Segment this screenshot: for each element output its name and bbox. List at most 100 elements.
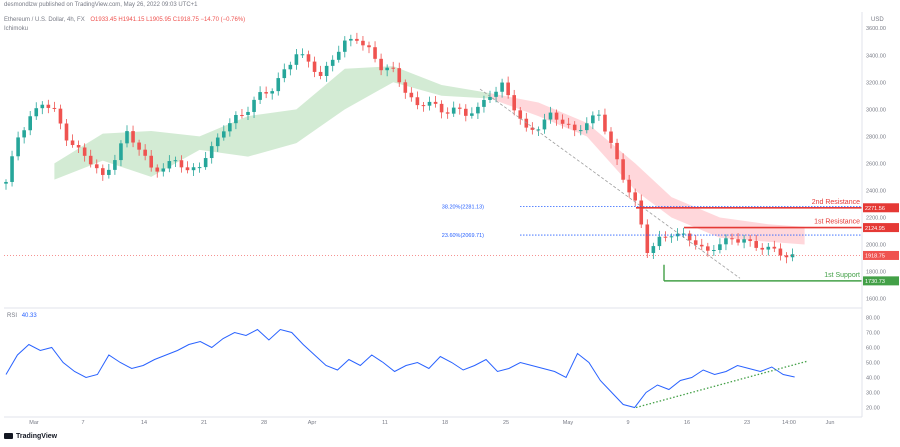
candle-body <box>457 107 462 109</box>
x-tick-label: 14 <box>141 420 147 426</box>
candle-body <box>724 238 728 245</box>
resistance-label: 2nd Resistance <box>812 199 860 206</box>
candle-body <box>88 155 93 165</box>
candle-body <box>125 131 129 144</box>
rsi-trend-line <box>635 360 809 409</box>
candle-body <box>209 146 214 159</box>
candle-body <box>542 119 547 130</box>
x-tick-label: 11 <box>382 420 388 426</box>
candle-body <box>421 105 426 107</box>
candle-body <box>349 38 353 41</box>
candle-body <box>663 236 668 238</box>
candle-body <box>464 108 468 116</box>
candle-body <box>712 250 716 252</box>
candle-body <box>645 224 650 253</box>
candle-body <box>137 142 141 150</box>
candle-body <box>615 142 619 160</box>
resistance-label: 1st Resistance <box>814 219 860 226</box>
candle-body <box>621 159 625 180</box>
support-label: 1st Support <box>824 272 860 279</box>
symbol-name: Ethereum / U.S. Dollar, 4h, FX <box>4 17 85 23</box>
x-tick-label: 21 <box>201 420 207 426</box>
candle-body <box>336 51 341 60</box>
candle-body <box>548 112 553 120</box>
axes: 1600.00 1800.00 2000.00 2200.00 2400.00 2600.… <box>4 12 899 426</box>
candle-body <box>669 236 674 238</box>
candle-body <box>252 99 256 112</box>
candle-body <box>718 244 722 251</box>
candle-body <box>228 123 232 132</box>
candle-body <box>70 140 75 146</box>
candle-body <box>40 104 45 109</box>
candle-body <box>476 106 480 114</box>
price-tick-label: 2000.00 <box>866 242 886 248</box>
candle-body <box>119 143 123 161</box>
candle-body <box>772 246 777 249</box>
candle-body <box>343 40 347 52</box>
candle-body <box>64 123 69 141</box>
candle-body <box>355 38 359 41</box>
candle-body <box>191 167 196 171</box>
candle-body <box>566 123 571 125</box>
candle-body <box>294 54 299 65</box>
candle-body <box>736 239 740 243</box>
candle-body <box>585 123 589 131</box>
candle-body <box>494 91 498 97</box>
candle-body <box>234 115 238 124</box>
candle-body <box>101 168 105 175</box>
rsi-tick-label: 70.00 <box>866 331 880 337</box>
candle-body <box>578 130 583 132</box>
candle-body <box>312 61 317 72</box>
candle-body <box>433 101 438 104</box>
rsi-title[interactable]: RSI 40.33 <box>7 313 37 319</box>
price-tick-label: 1600.00 <box>866 297 886 303</box>
candle-body <box>306 54 311 62</box>
price-pane: 38.20%(2281.13) 23.60%(2069.71) 2nd Resist… <box>4 32 862 282</box>
candle-body <box>264 92 268 94</box>
x-tick-label: Mar <box>29 420 39 426</box>
rsi-label: RSI <box>7 313 18 319</box>
candle-body <box>675 233 680 237</box>
candle-body <box>699 244 704 247</box>
candle-body <box>445 112 450 114</box>
candle-body <box>361 40 365 46</box>
candle-body <box>500 82 504 92</box>
x-tick-label: 7 <box>81 420 84 426</box>
fib-level-label: 38.20%(2281.13) <box>442 204 484 210</box>
candle-body <box>639 200 644 225</box>
rsi-tick-label: 20.00 <box>866 406 880 412</box>
candle-body <box>687 233 692 241</box>
candle-body <box>179 160 184 168</box>
ohlc-values: O1933.45 H1941.15 L1905.95 C1918.75 −14.… <box>90 17 246 23</box>
candle-body <box>512 95 516 111</box>
candle-body <box>403 82 408 93</box>
rsi-tick-label: 30.00 <box>866 391 880 397</box>
candle-body <box>270 91 274 94</box>
ichimoku-label[interactable]: Ichimoku <box>4 26 29 32</box>
candle-body <box>742 239 746 243</box>
candle-body <box>197 167 202 169</box>
candle-body <box>706 246 710 251</box>
candle-body <box>506 82 510 96</box>
candle-body <box>597 114 601 116</box>
candle-body <box>760 247 765 250</box>
x-tick-label: 23 <box>744 420 750 426</box>
rsi-value: 40.33 <box>21 313 37 319</box>
tradingview-logo[interactable]: TradingView <box>4 433 57 440</box>
tradingview-logo-icon <box>4 433 13 439</box>
x-tick-label: 9 <box>626 420 629 426</box>
candle-body <box>10 156 14 182</box>
candle-body <box>52 107 57 109</box>
price-tick-label: 2400.00 <box>866 188 886 194</box>
candle-body <box>488 96 492 100</box>
candle-body <box>185 167 190 171</box>
support-price-tag <box>863 276 899 286</box>
candle-body <box>276 78 281 92</box>
candle-body <box>324 65 329 76</box>
candle-body <box>451 107 456 114</box>
candle-body <box>373 47 377 59</box>
candle-body <box>28 116 32 131</box>
candle-body <box>4 181 8 184</box>
price-tick-label: 3400.00 <box>866 53 886 59</box>
price-tick-label: 3600.00 <box>866 26 886 32</box>
